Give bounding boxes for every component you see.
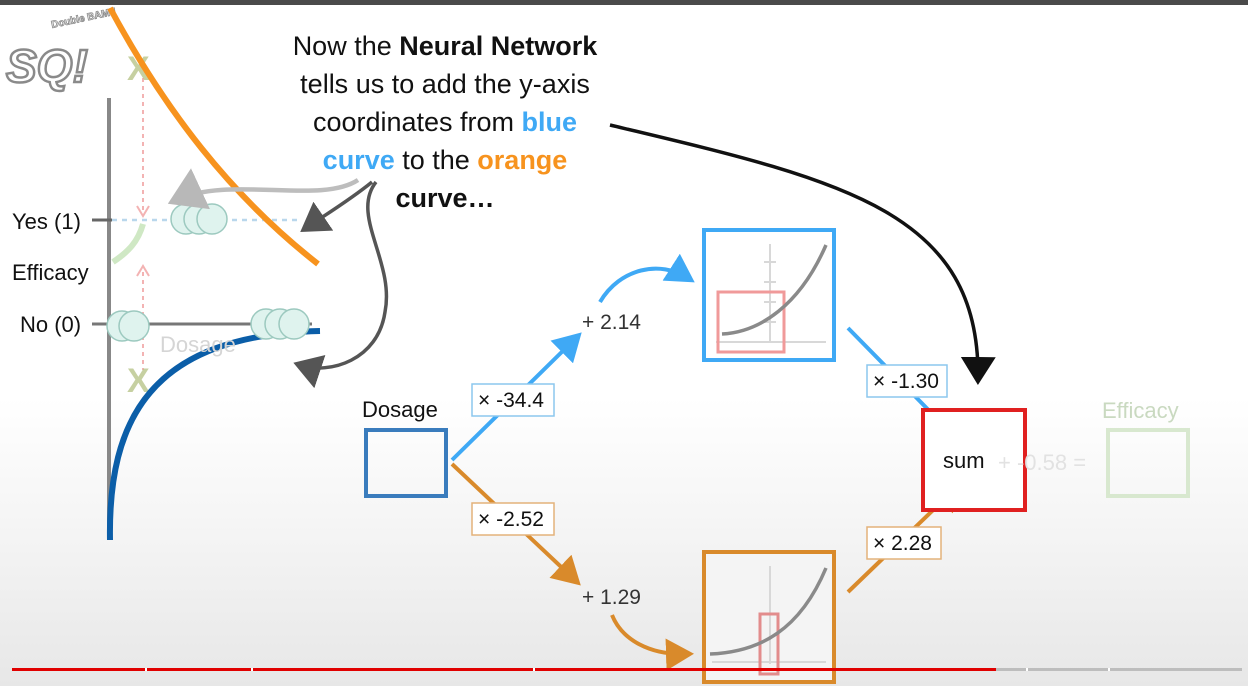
logo-letters: SQ! xyxy=(6,40,88,92)
logo-tag: Double BAM!! xyxy=(50,6,117,31)
weight-bottom: × -2.52 xyxy=(478,508,544,531)
out-weight-top-box xyxy=(866,364,948,398)
data-points-no-right xyxy=(250,308,310,340)
weight-top-box xyxy=(471,383,555,417)
chapter-gap xyxy=(1108,668,1110,671)
final-bias: + -0.58 = xyxy=(998,450,1086,475)
data-points-no-left xyxy=(106,310,150,342)
caption: Now the Neural Network tells us to add t… xyxy=(293,31,599,213)
yes-label: Yes (1) xyxy=(12,209,81,234)
out-weight-bottom: × 2.28 xyxy=(873,532,932,555)
weight-bottom-box xyxy=(471,502,555,536)
input-node xyxy=(364,428,448,498)
bias-top: + 2.14 xyxy=(582,311,641,334)
caption-line-2: tells us to add the y-axis xyxy=(300,69,590,99)
sum-label: sum xyxy=(943,448,985,473)
caption-line-4: curve to the orange xyxy=(323,145,568,175)
arrow-light-to-graph xyxy=(167,168,360,210)
arrow-to-blue-curve xyxy=(293,180,389,389)
hidden-node-bottom xyxy=(702,550,836,684)
out-weight-top: × -1.30 xyxy=(873,370,939,393)
video-progress-bar[interactable] xyxy=(0,666,1248,672)
no-label: No (0) xyxy=(20,312,81,337)
data-points-yes xyxy=(170,203,228,235)
output-label: Efficacy xyxy=(1102,398,1179,423)
chapter-gap xyxy=(145,668,147,671)
green-curve-segment xyxy=(111,223,146,265)
chapter-gap xyxy=(251,668,253,671)
chapter-gap xyxy=(1026,668,1028,671)
neural-network: Dosage × -34.4 × -2.52 + 2.14 + 1.29 xyxy=(362,228,1190,684)
caption-line-1: Now the Neural Network xyxy=(293,31,599,61)
x-mark-top: X xyxy=(127,50,150,88)
arrow-to-orange-curve xyxy=(300,180,374,232)
efficacy-graph: X X Yes (1) Efficacy No (0) Dosage xyxy=(12,6,321,541)
arrow-bias-top xyxy=(598,253,695,304)
out-weight-bottom-box xyxy=(866,526,942,560)
arrow-to-sum xyxy=(609,123,996,385)
dosage-axis-label: Dosage xyxy=(160,332,236,357)
logo: SQ! Double BAM!! xyxy=(5,6,118,93)
caption-line-5: curve… xyxy=(395,183,494,213)
progress-played xyxy=(12,668,996,671)
top-bar xyxy=(0,0,1248,5)
x-mark-bottom: X xyxy=(127,362,150,400)
caption-line-3: coordinates from blue xyxy=(313,107,577,137)
output-node xyxy=(1106,428,1190,498)
orange-curve xyxy=(107,6,320,267)
hidden-node-top xyxy=(702,228,836,362)
bias-bottom: + 1.29 xyxy=(582,586,641,609)
sum-node xyxy=(921,408,1027,512)
efficacy-axis-label: Efficacy xyxy=(12,260,89,285)
weight-top: × -34.4 xyxy=(478,389,544,412)
chapter-gap xyxy=(533,668,535,671)
input-label: Dosage xyxy=(362,397,438,422)
arrow-bias-bottom xyxy=(610,614,694,671)
